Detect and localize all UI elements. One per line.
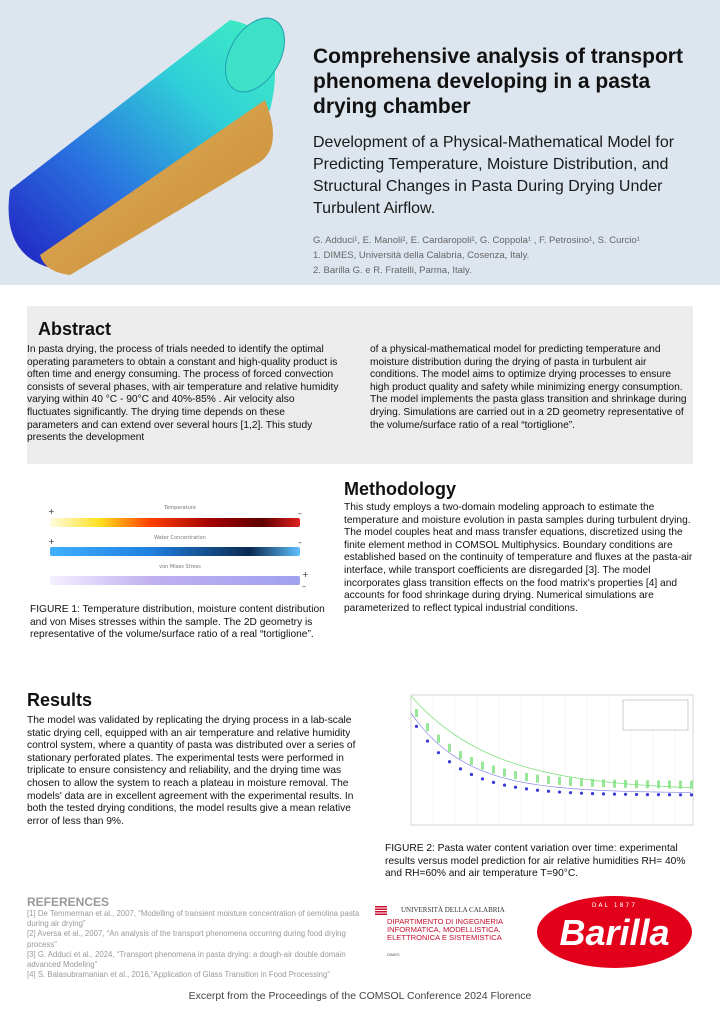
- abstract-heading: Abstract: [38, 319, 112, 339]
- experimental-point-rh60: [525, 773, 528, 782]
- affiliation: 1. DIMES, Università della Calabria, Cos…: [313, 250, 530, 261]
- experimental-point-rh40: [502, 783, 507, 787]
- experimental-point-rh60: [415, 708, 418, 717]
- bar-label: Temperature: [164, 505, 196, 511]
- reference-item: [1] De Temmerman et al., 2007, “Modellin…: [27, 909, 360, 929]
- bar-label: Water Concentration: [154, 535, 206, 541]
- methodology-heading: Methodology: [344, 479, 456, 499]
- abstract-text-col2: of a physical-mathematical model for pre…: [370, 344, 687, 431]
- experimental-point-rh60: [569, 777, 572, 786]
- experimental-point-rh40: [436, 751, 441, 755]
- experimental-point-rh40: [601, 792, 606, 796]
- results-text: The model was validated by replicating t…: [27, 715, 356, 827]
- experimental-point-rh60: [602, 779, 605, 788]
- water-concentration-bar: [50, 547, 300, 556]
- footer: Excerpt from the Proceedings of the COMS…: [188, 990, 532, 1002]
- experimental-point-rh40: [546, 789, 551, 793]
- authors: G. Adduci¹, E. Manoli², E. Cardaropoli²,…: [313, 235, 640, 246]
- experimental-point-rh40: [447, 760, 452, 764]
- abstract-text-col1: In pasta drying, the process of trials n…: [27, 344, 339, 444]
- experimental-point-rh60: [470, 757, 473, 766]
- experimental-point-rh60: [437, 734, 440, 743]
- experimental-point-rh40: [645, 792, 650, 797]
- experimental-point-rh40: [579, 791, 584, 795]
- experimental-point-rh40: [612, 792, 617, 796]
- experimental-point-rh40: [623, 792, 628, 796]
- experimental-point-rh40: [414, 724, 419, 728]
- results-heading: Results: [27, 690, 93, 710]
- experimental-point-rh60: [492, 765, 495, 774]
- experimental-point-rh40: [656, 793, 661, 797]
- experimental-point-rh40: [568, 791, 573, 795]
- experimental-point-rh60: [679, 780, 682, 789]
- experimental-point-rh60: [558, 776, 561, 785]
- reference-item: [2] Aversa et al., 2007, “An analysis of…: [27, 929, 346, 949]
- pasta-3d-simulation-image: [8, 17, 285, 275]
- experimental-point-rh60: [613, 779, 616, 788]
- temperature-bar: [50, 518, 300, 527]
- experimental-point-rh40: [634, 792, 639, 797]
- experimental-point-rh40: [425, 739, 430, 743]
- experimental-point-rh60: [668, 780, 671, 789]
- experimental-point-rh40: [524, 787, 529, 791]
- von-mises-bar: [50, 576, 300, 585]
- experimental-point-rh60: [514, 771, 517, 780]
- experimental-point-rh40: [480, 777, 485, 781]
- model-line-rh40: [410, 712, 692, 793]
- experimental-point-rh60: [426, 723, 429, 732]
- authors-block: G. Adduci¹, E. Manoli², E. Cardaropoli²,…: [313, 233, 713, 278]
- experimental-point-rh60: [657, 780, 660, 789]
- experimental-point-rh40: [469, 772, 474, 777]
- experimental-point-rh60: [459, 751, 462, 760]
- experimental-point-rh60: [536, 774, 539, 783]
- experimental-point-rh40: [667, 793, 672, 797]
- experimental-point-rh40: [513, 785, 518, 789]
- bar-label: von Mises Stress: [159, 564, 201, 570]
- reference-item: [4] S. Balasubramanian et al., 2016,“App…: [27, 970, 330, 980]
- experimental-point-rh40: [491, 780, 496, 784]
- experimental-point-rh60: [503, 768, 506, 777]
- legend-box: [622, 699, 689, 731]
- methodology-text: This study employs a two-domain modeling…: [344, 502, 693, 614]
- barilla-logo: DAL 1877 Barilla: [537, 896, 692, 968]
- affiliation: 2. Barilla G. e R. Fratelli, Parma, Ital…: [313, 265, 472, 276]
- figure-1: Temperature Water Concentration von Mise…: [30, 480, 330, 600]
- experimental-point-rh40: [557, 790, 562, 794]
- experimental-point-rh60: [591, 778, 594, 787]
- model-line-rh60: [410, 695, 692, 789]
- experimental-point-rh60: [580, 778, 583, 787]
- figure-2-chart: [410, 694, 694, 826]
- experimental-point-rh40: [590, 791, 595, 796]
- poster-subtitle: Development of a Physical-Mathematical M…: [313, 134, 675, 217]
- abstract-section: Abstract In pasta drying, the process of…: [27, 306, 693, 464]
- reference-item: [3] G. Adduci et al., 2024, “Transport p…: [27, 949, 346, 970]
- experimental-point-rh60: [481, 761, 484, 770]
- experimental-point-rh60: [448, 743, 451, 752]
- figure-2-caption: FIGURE 2: Pasta water content variation …: [385, 843, 686, 880]
- experimental-point-rh60: [635, 780, 638, 789]
- figure-1-caption: FIGURE 1: Temperature distribution, mois…: [30, 604, 325, 641]
- unical-emblem-icon: [375, 906, 387, 915]
- experimental-point-rh40: [458, 767, 463, 771]
- references-heading: REFERENCES: [27, 895, 110, 909]
- experimental-point-rh60: [547, 775, 550, 784]
- experimental-point-rh60: [624, 779, 627, 788]
- experimental-point-rh40: [689, 793, 694, 797]
- experimental-point-rh40: [535, 788, 540, 792]
- poster-title: Comprehensive analysis of transport phen…: [313, 45, 683, 118]
- experimental-point-rh60: [646, 780, 649, 789]
- experimental-point-rh60: [690, 780, 693, 789]
- experimental-point-rh40: [678, 793, 683, 797]
- references-section: REFERENCES [1] De Temmerman et al., 2007…: [27, 895, 367, 980]
